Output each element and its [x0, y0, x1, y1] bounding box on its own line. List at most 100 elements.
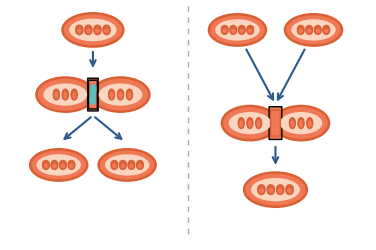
Ellipse shape — [238, 26, 245, 32]
Ellipse shape — [297, 28, 304, 34]
Ellipse shape — [137, 162, 143, 169]
Circle shape — [92, 85, 96, 89]
Ellipse shape — [230, 28, 237, 34]
Ellipse shape — [286, 187, 293, 194]
Ellipse shape — [60, 161, 66, 167]
Ellipse shape — [51, 162, 58, 169]
Circle shape — [91, 88, 95, 92]
Ellipse shape — [323, 26, 329, 32]
FancyBboxPatch shape — [88, 80, 97, 109]
Ellipse shape — [230, 26, 237, 32]
Ellipse shape — [286, 185, 293, 192]
Ellipse shape — [306, 28, 312, 34]
Circle shape — [91, 100, 95, 104]
Ellipse shape — [238, 119, 244, 128]
Ellipse shape — [53, 90, 59, 100]
Circle shape — [91, 97, 95, 102]
Ellipse shape — [297, 26, 304, 32]
Ellipse shape — [307, 119, 312, 128]
Ellipse shape — [247, 28, 253, 34]
Ellipse shape — [221, 26, 228, 32]
Ellipse shape — [51, 161, 58, 167]
Ellipse shape — [60, 162, 66, 169]
Ellipse shape — [291, 19, 336, 40]
Ellipse shape — [103, 27, 110, 34]
Ellipse shape — [43, 162, 49, 169]
Ellipse shape — [30, 149, 87, 180]
Ellipse shape — [43, 161, 49, 167]
Circle shape — [90, 100, 94, 104]
Ellipse shape — [307, 118, 312, 127]
Ellipse shape — [36, 78, 94, 112]
Ellipse shape — [118, 90, 123, 100]
Ellipse shape — [120, 162, 126, 169]
Circle shape — [92, 88, 96, 92]
Ellipse shape — [285, 14, 342, 46]
Ellipse shape — [256, 118, 261, 127]
Ellipse shape — [258, 185, 265, 192]
Ellipse shape — [247, 119, 253, 128]
Ellipse shape — [251, 178, 300, 201]
Ellipse shape — [215, 19, 260, 40]
Ellipse shape — [69, 18, 117, 41]
Ellipse shape — [127, 89, 132, 99]
Ellipse shape — [118, 89, 123, 99]
Ellipse shape — [109, 89, 114, 99]
Ellipse shape — [62, 89, 68, 99]
Ellipse shape — [273, 106, 329, 140]
Ellipse shape — [85, 25, 92, 32]
Ellipse shape — [290, 118, 295, 127]
Ellipse shape — [99, 149, 156, 180]
Ellipse shape — [128, 162, 135, 169]
Ellipse shape — [290, 119, 295, 128]
Ellipse shape — [298, 118, 304, 127]
Ellipse shape — [62, 90, 68, 100]
Ellipse shape — [306, 26, 312, 32]
Ellipse shape — [280, 112, 322, 134]
Ellipse shape — [137, 161, 143, 167]
Circle shape — [91, 90, 95, 94]
Ellipse shape — [76, 27, 83, 34]
Circle shape — [91, 95, 95, 99]
Circle shape — [91, 92, 95, 97]
Ellipse shape — [43, 84, 87, 106]
Ellipse shape — [277, 187, 284, 194]
Ellipse shape — [247, 118, 253, 127]
Ellipse shape — [109, 90, 114, 100]
FancyBboxPatch shape — [271, 110, 280, 136]
Ellipse shape — [128, 161, 135, 167]
Ellipse shape — [238, 28, 245, 34]
Circle shape — [90, 95, 94, 99]
Circle shape — [91, 90, 96, 94]
Ellipse shape — [315, 26, 321, 32]
Ellipse shape — [315, 28, 321, 34]
Ellipse shape — [68, 162, 74, 169]
Circle shape — [91, 85, 95, 89]
Ellipse shape — [258, 187, 265, 194]
Ellipse shape — [244, 172, 307, 207]
Ellipse shape — [85, 27, 92, 34]
Ellipse shape — [68, 161, 74, 167]
Ellipse shape — [71, 90, 77, 100]
Ellipse shape — [105, 154, 149, 176]
Ellipse shape — [53, 89, 59, 99]
FancyBboxPatch shape — [88, 78, 98, 111]
Ellipse shape — [209, 14, 266, 46]
Ellipse shape — [229, 112, 271, 134]
Ellipse shape — [277, 185, 284, 192]
Ellipse shape — [94, 25, 101, 32]
FancyBboxPatch shape — [269, 107, 282, 140]
Ellipse shape — [71, 89, 77, 99]
Circle shape — [91, 92, 95, 97]
Ellipse shape — [323, 28, 329, 34]
Ellipse shape — [111, 161, 118, 167]
Ellipse shape — [127, 90, 132, 100]
Ellipse shape — [267, 187, 274, 194]
Ellipse shape — [62, 13, 123, 46]
Ellipse shape — [298, 119, 304, 128]
Circle shape — [90, 97, 94, 102]
Ellipse shape — [36, 154, 81, 176]
Ellipse shape — [221, 28, 228, 34]
Ellipse shape — [99, 84, 143, 106]
Ellipse shape — [267, 185, 274, 192]
